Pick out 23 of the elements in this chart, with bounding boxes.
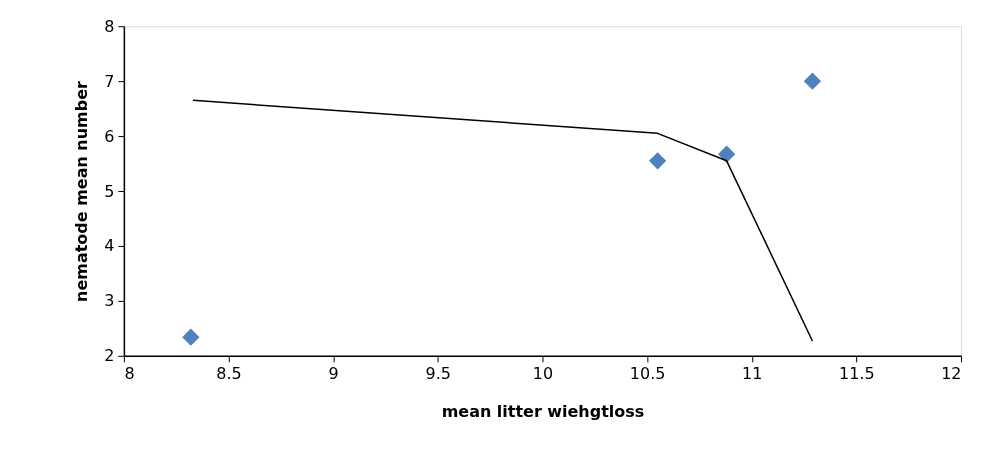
y-tick-label: 8: [104, 16, 115, 36]
x-tick-label: 9: [328, 364, 339, 384]
x-tick-label: 12: [941, 364, 962, 384]
point: [182, 328, 200, 346]
x-tick-label: 10: [532, 364, 554, 384]
x-tick-label: 8: [124, 364, 135, 384]
x-tick-label: 11: [742, 364, 763, 384]
x-tick-label: 10.5: [629, 364, 666, 384]
x-tick-label: 8.5: [216, 364, 242, 384]
point: [648, 152, 667, 170]
y-tick-label: 6: [104, 126, 115, 146]
y-axis-title: nematode mean number: [72, 81, 92, 302]
y-tick-label: 5: [104, 181, 115, 201]
point: [803, 72, 822, 90]
x-tick-label: 9.5: [425, 364, 452, 384]
y-tick-label: 3: [104, 291, 115, 311]
y-tick-label: 2: [104, 346, 115, 366]
point: [717, 145, 736, 163]
y-tick-label: 4: [104, 236, 115, 256]
y-tick-label: 7: [104, 71, 115, 91]
x-tick-label: 11.5: [839, 364, 875, 384]
line-series: [192, 99, 814, 342]
x-axis-title: mean litter wiehgtloss: [441, 402, 645, 422]
